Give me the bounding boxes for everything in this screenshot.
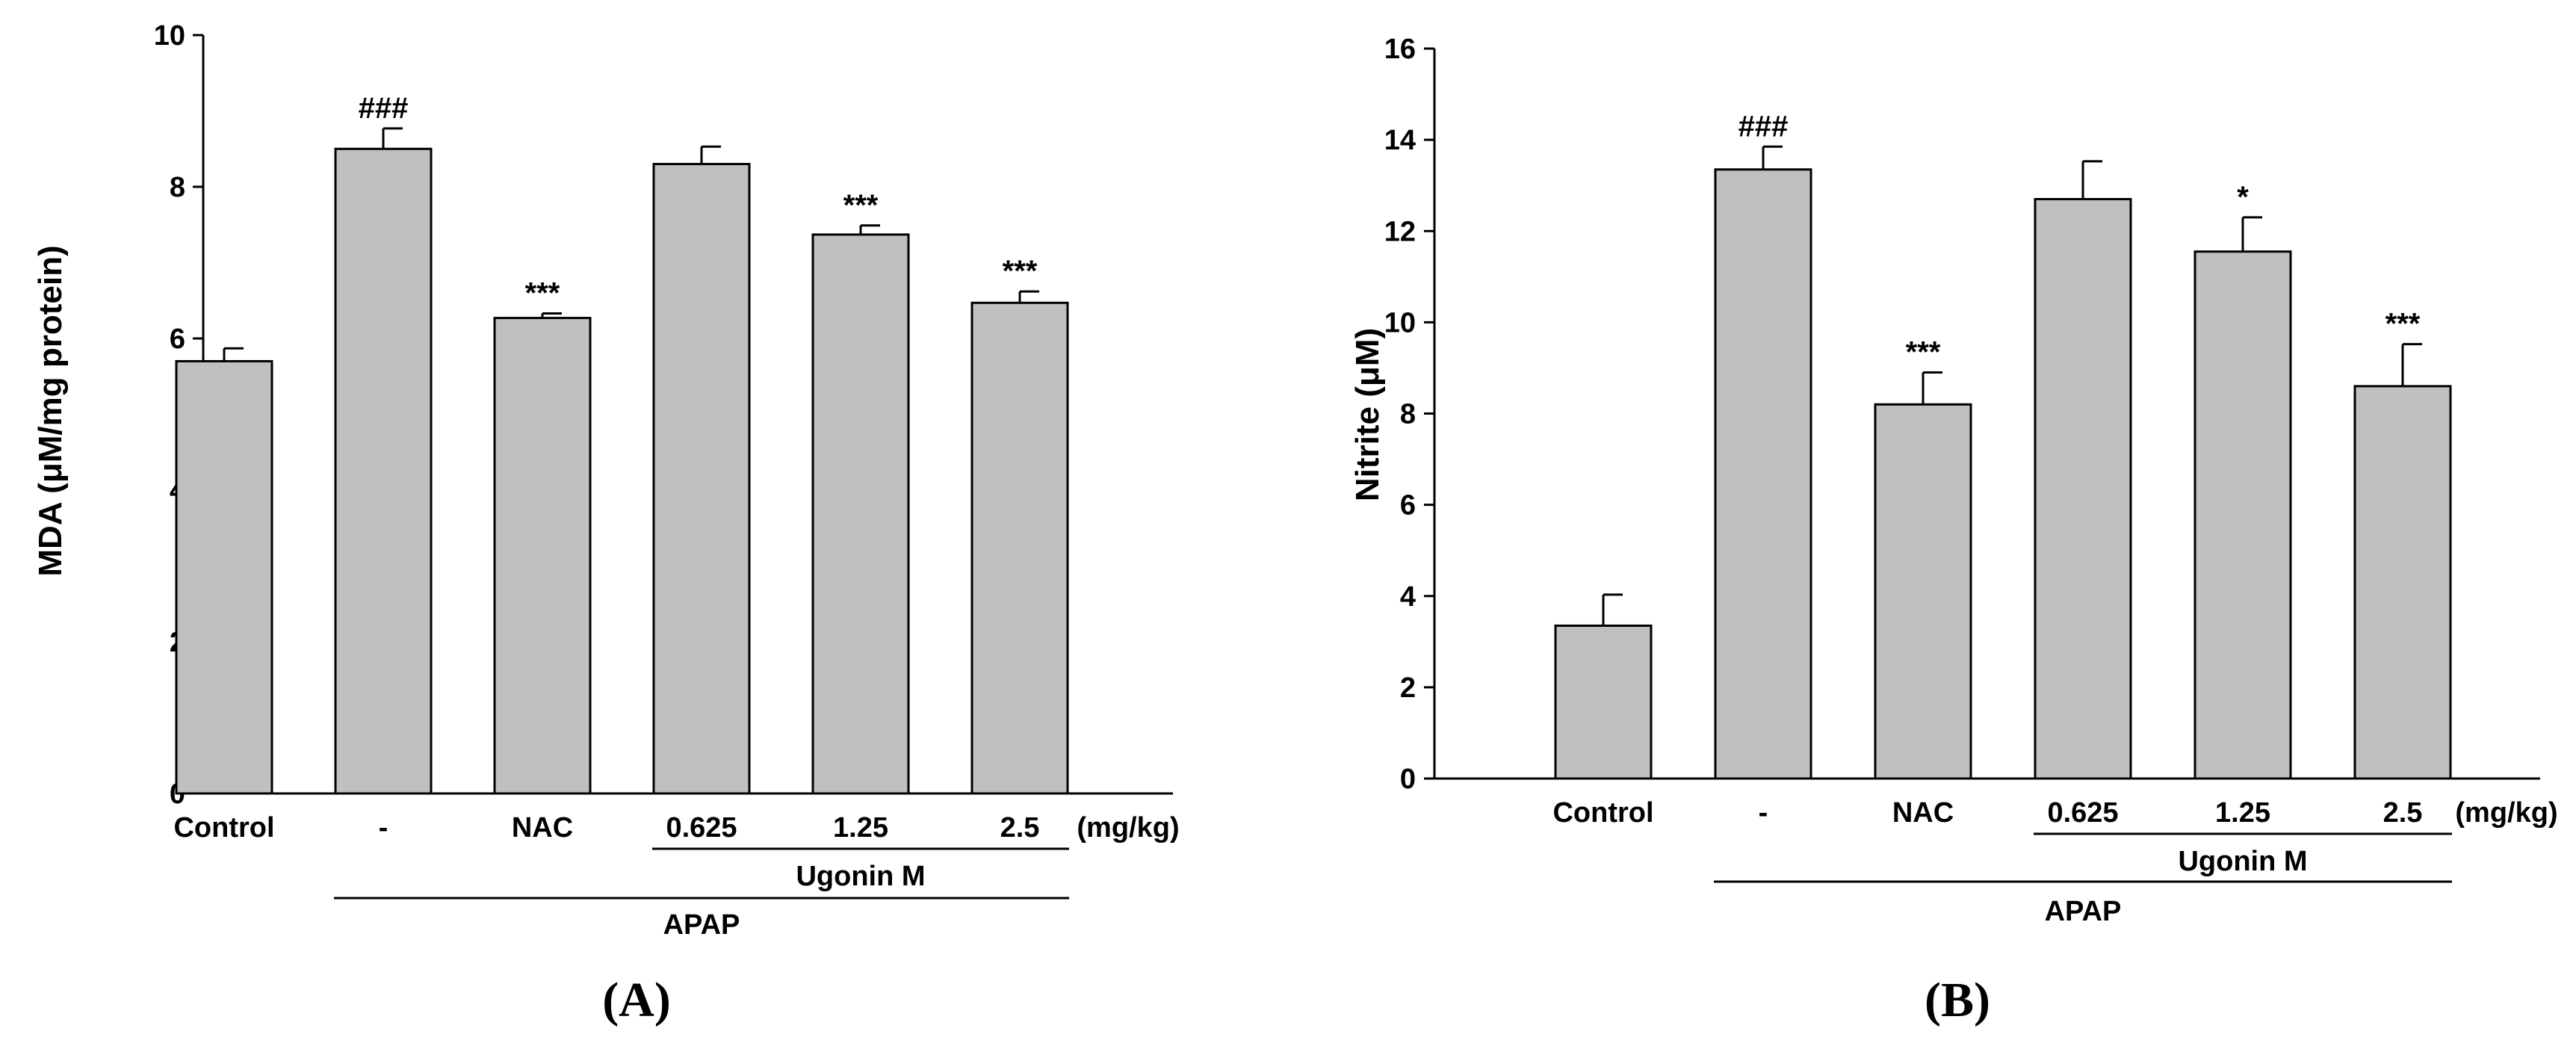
significance-label: *** — [843, 189, 879, 222]
y-tick-label: 6 — [170, 324, 185, 355]
y-tick-label: 10 — [1384, 307, 1416, 338]
significance-label: * — [2237, 181, 2249, 214]
y-tick-label: 16 — [1384, 34, 1416, 65]
x-category-label: NAC — [512, 812, 573, 844]
bar — [2193, 250, 2292, 780]
y-tick-label: 2 — [1400, 672, 1416, 704]
panel-label: (A) — [602, 973, 671, 1027]
chart-b: 0 2 4 6 8 10 12 14 16 Nitrite (μM) Control ### - *** N… — [1349, 34, 2558, 1027]
bar — [1714, 168, 1812, 780]
y-tick-label: 6 — [1400, 490, 1416, 522]
bar — [1874, 403, 1972, 780]
significance-label: *** — [2385, 308, 2421, 341]
x-category-label: 2.5 — [1000, 812, 1040, 844]
significance-label: ### — [1739, 110, 1789, 143]
bar — [970, 301, 1069, 795]
y-tick-label: 4 — [1400, 581, 1416, 613]
chart-a: 0246810MDA (μM/mg protein)Control###-***… — [32, 20, 1180, 1027]
bar — [2034, 198, 2132, 780]
unit-label: (mg/kg) — [2455, 797, 2557, 829]
significance-label: *** — [1003, 255, 1038, 288]
y-axis-label: MDA (μM/mg protein) — [32, 245, 69, 576]
bar — [1554, 624, 1653, 780]
significance-label: ### — [359, 92, 409, 125]
y-tick-label: 12 — [1384, 216, 1416, 247]
y-tick-label: 0 — [1400, 764, 1416, 795]
bar — [175, 359, 273, 795]
group-label: APAP — [663, 909, 740, 941]
group-label: APAP — [2045, 896, 2122, 927]
x-category-label: 0.625 — [2047, 797, 2118, 829]
x-category-label: 1.25 — [833, 812, 888, 844]
x-category-label: Control — [1552, 797, 1653, 829]
unit-label: (mg/kg) — [1077, 812, 1179, 844]
y-tick-label: 14 — [1384, 125, 1416, 156]
x-category-label: - — [1759, 797, 1768, 829]
group-label: Ugonin M — [796, 861, 925, 892]
x-category-label: Control — [173, 812, 274, 844]
x-category-label: - — [379, 812, 388, 844]
bar — [334, 147, 433, 795]
x-category-label: NAC — [1892, 797, 1954, 829]
x-category-label: 1.25 — [2215, 797, 2270, 829]
bar — [811, 233, 910, 795]
y-tick-label: 8 — [170, 172, 185, 203]
panel-label: (B) — [1925, 973, 1990, 1027]
significance-label: *** — [525, 277, 560, 310]
bar — [652, 163, 751, 795]
y-axis-label: Nitrite (μM) — [1349, 328, 1386, 501]
y-tick-label: 8 — [1400, 399, 1416, 430]
bar — [2353, 385, 2452, 780]
group-label: Ugonin M — [2178, 846, 2307, 877]
x-category-label: 2.5 — [2383, 797, 2423, 829]
y-tick-label: 10 — [154, 20, 185, 52]
x-category-label: 0.625 — [666, 812, 737, 844]
significance-label: *** — [1906, 336, 1941, 369]
bar — [493, 317, 592, 795]
